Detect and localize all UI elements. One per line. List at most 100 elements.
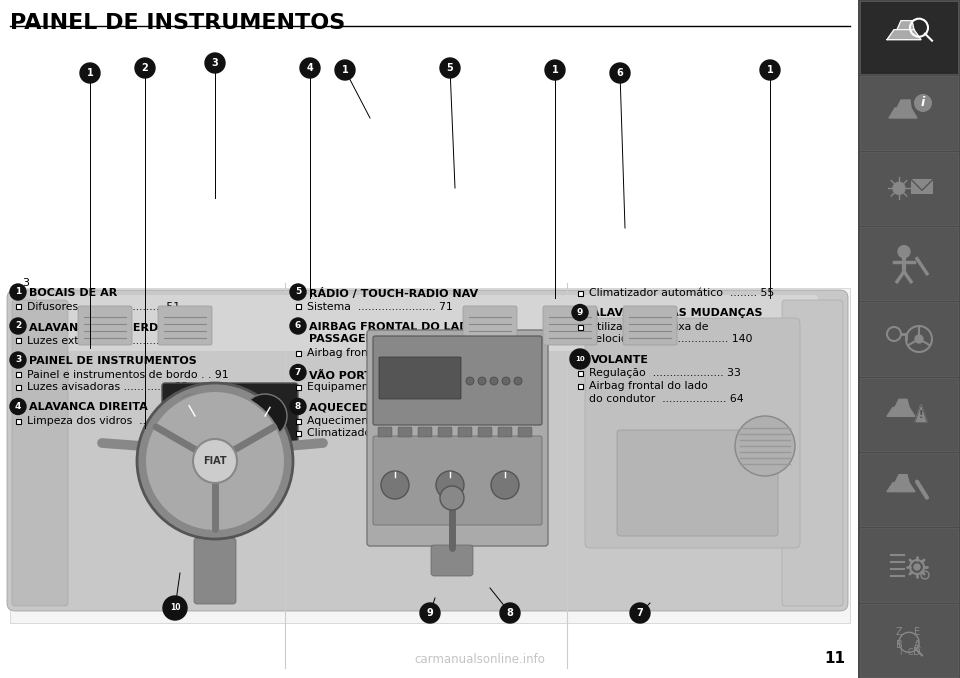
Text: RÁDIO / TOUCH-RADIO NAV: RÁDIO / TOUCH-RADIO NAV (309, 288, 478, 299)
Bar (10, 288, 850, 623)
FancyBboxPatch shape (378, 427, 392, 437)
Text: PASSAGEIRO: PASSAGEIRO (309, 334, 388, 344)
Bar (578, 384, 583, 388)
FancyBboxPatch shape (162, 383, 298, 449)
Text: D: D (913, 647, 921, 658)
Circle shape (420, 603, 440, 623)
Circle shape (610, 63, 630, 83)
Text: 8: 8 (295, 402, 301, 411)
Text: PAINEL DE INSTRUMENTOS: PAINEL DE INSTRUMENTOS (29, 356, 197, 366)
Circle shape (436, 471, 464, 499)
Text: Sistema  ....................... 71: Sistema ....................... 71 (307, 302, 453, 311)
Circle shape (466, 377, 474, 385)
FancyBboxPatch shape (498, 427, 512, 437)
Text: AQUECEDOR / CLIMATIZADOR: AQUECEDOR / CLIMATIZADOR (309, 403, 492, 412)
FancyBboxPatch shape (463, 306, 517, 345)
Bar (15, 384, 20, 389)
Bar (296, 418, 300, 424)
Text: !: ! (919, 410, 924, 420)
Text: velocidades ..................... 140: velocidades ..................... 140 (589, 334, 753, 344)
Bar (860, 528, 958, 601)
Text: 1: 1 (342, 65, 348, 75)
Circle shape (440, 58, 460, 78)
Text: 2: 2 (142, 63, 149, 73)
FancyBboxPatch shape (438, 427, 452, 437)
Bar (860, 1, 958, 75)
FancyBboxPatch shape (543, 306, 597, 345)
Bar (860, 227, 958, 300)
Circle shape (514, 377, 522, 385)
Circle shape (80, 63, 100, 83)
FancyBboxPatch shape (418, 427, 432, 437)
Circle shape (173, 394, 217, 438)
Circle shape (243, 394, 287, 438)
Circle shape (478, 377, 486, 385)
Text: 10: 10 (170, 603, 180, 612)
Bar (296, 431, 300, 436)
Bar (296, 351, 300, 355)
FancyBboxPatch shape (518, 427, 532, 437)
Text: AIRBAG FRONTAL DO LADO DO: AIRBAG FRONTAL DO LADO DO (309, 322, 500, 332)
Circle shape (914, 94, 932, 112)
Circle shape (145, 391, 285, 531)
FancyBboxPatch shape (194, 538, 236, 604)
FancyBboxPatch shape (7, 290, 848, 611)
Polygon shape (897, 100, 911, 108)
Circle shape (290, 365, 306, 380)
Text: Limpeza dos vidros  .......... 41: Limpeza dos vidros .......... 41 (27, 416, 190, 426)
Text: ALAVANCA DAS MUDANÇAS: ALAVANCA DAS MUDANÇAS (591, 308, 762, 319)
Circle shape (193, 439, 237, 483)
Text: VOLANTE: VOLANTE (591, 355, 649, 365)
FancyBboxPatch shape (158, 306, 212, 345)
Text: FIAT: FIAT (204, 456, 227, 466)
Circle shape (163, 596, 187, 620)
FancyBboxPatch shape (478, 427, 492, 437)
Text: 3: 3 (14, 355, 21, 365)
Bar (578, 371, 583, 376)
Text: Regulação  ..................... 33: Regulação ..................... 33 (589, 369, 741, 378)
Circle shape (898, 245, 910, 258)
Circle shape (572, 304, 588, 321)
FancyBboxPatch shape (78, 306, 132, 345)
Text: i: i (921, 96, 925, 110)
Text: Airbag frontal  ................. 101: Airbag frontal ................. 101 (307, 348, 470, 358)
Circle shape (10, 318, 26, 334)
Text: 5: 5 (446, 63, 453, 73)
Bar (860, 152, 958, 225)
Circle shape (735, 416, 795, 476)
Circle shape (135, 58, 155, 78)
Text: do condutor  ................... 64: do condutor ................... 64 (589, 393, 744, 403)
Text: BOCAIS DE AR: BOCAIS DE AR (29, 288, 117, 298)
Circle shape (290, 284, 306, 300)
Text: 1: 1 (767, 65, 774, 75)
Circle shape (10, 399, 26, 414)
Text: 3: 3 (22, 278, 29, 288)
Circle shape (760, 60, 780, 80)
FancyBboxPatch shape (458, 427, 472, 437)
FancyBboxPatch shape (623, 306, 677, 345)
Text: Aquecimento e ventilação  ....... 50: Aquecimento e ventilação ....... 50 (307, 416, 497, 426)
Circle shape (502, 377, 510, 385)
Circle shape (10, 284, 26, 300)
FancyBboxPatch shape (373, 336, 542, 425)
Text: 1: 1 (552, 65, 559, 75)
Text: 6: 6 (295, 321, 301, 330)
Text: Z: Z (896, 627, 902, 637)
Text: A: A (914, 640, 921, 650)
Polygon shape (895, 399, 909, 407)
Text: E: E (914, 627, 920, 637)
Text: Luzes avisadoras .............. 83: Luzes avisadoras .............. 83 (27, 382, 188, 392)
Circle shape (300, 58, 320, 78)
Polygon shape (889, 108, 917, 118)
Bar (15, 372, 20, 377)
Circle shape (490, 377, 498, 385)
Text: Climatizador automático  ........ 55: Climatizador automático ........ 55 (589, 288, 775, 298)
Bar (860, 603, 958, 677)
Circle shape (491, 471, 519, 499)
Circle shape (545, 60, 565, 80)
Text: 6: 6 (616, 68, 623, 78)
Polygon shape (887, 483, 915, 492)
Text: VÃO PORTA-OBJETOS: VÃO PORTA-OBJETOS (309, 369, 439, 380)
Circle shape (137, 383, 293, 539)
Bar (578, 325, 583, 330)
